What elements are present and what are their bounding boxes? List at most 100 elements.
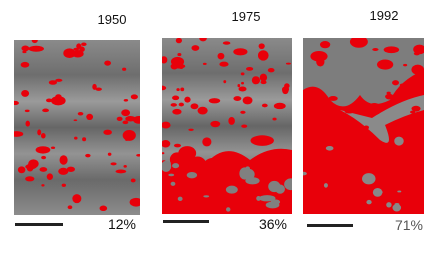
cover-patch [411, 106, 420, 112]
cover-patch [259, 43, 265, 49]
cover-patch [79, 47, 85, 52]
cover-patch [184, 97, 190, 103]
cover-patch [282, 149, 287, 153]
cover-patch [32, 37, 38, 43]
cover-patch [158, 205, 168, 211]
year-label: 1992 [370, 8, 399, 23]
cover-patch [403, 83, 411, 93]
cover-patch [173, 64, 185, 69]
cover-patch [25, 176, 34, 181]
cover-patch [233, 48, 247, 55]
cover-patch [199, 35, 207, 41]
cover-patch [192, 198, 211, 212]
cover-patch [387, 92, 391, 95]
cover-patch [209, 98, 221, 103]
cover-patch [172, 96, 179, 101]
cover-patch [241, 125, 247, 128]
scale-bar [307, 224, 353, 227]
cover-patch [254, 159, 271, 167]
cover-patch [194, 210, 199, 213]
map-1950 [14, 40, 140, 215]
cover-patch [386, 202, 391, 207]
cover-patch [174, 144, 181, 148]
cover-patch [203, 195, 209, 197]
cover-patch [103, 130, 112, 135]
cover-patch [209, 173, 226, 180]
cover-patch [239, 87, 247, 92]
cover-patch [41, 184, 44, 186]
cover-patch [104, 60, 111, 65]
cover-patch [191, 45, 199, 51]
cover-patch [81, 42, 87, 46]
cover-patch [176, 88, 179, 91]
cover-patch [82, 137, 86, 141]
cover-patch [131, 94, 138, 99]
percent-label: 36% [259, 216, 287, 232]
scale-bars [15, 220, 353, 227]
cover-patch [230, 155, 236, 160]
cover-patch [18, 166, 26, 173]
cover-patch [169, 196, 185, 203]
cover-patch [130, 198, 143, 207]
cover-patch [21, 46, 29, 52]
cover-patch [364, 125, 369, 129]
cover-patch [256, 196, 261, 201]
cover-patch [121, 109, 130, 116]
cover-patch [262, 104, 268, 108]
cover-patch [41, 133, 46, 138]
cover-patch [266, 202, 280, 209]
cover-patch [384, 46, 400, 53]
cover-patch [11, 101, 19, 105]
cover-patch [394, 203, 399, 206]
cover-patch [202, 137, 211, 146]
cover-patch [252, 76, 260, 84]
cover-patch [47, 173, 53, 180]
cover-patch [51, 96, 66, 105]
cover-patch [180, 88, 184, 92]
cover-patch [125, 116, 135, 121]
cover-patch [58, 168, 68, 175]
cover-patch [25, 110, 30, 112]
cover-patch [366, 200, 371, 204]
cover-patch [284, 83, 290, 88]
cover-patch [288, 175, 293, 179]
cover-patch [21, 90, 29, 97]
cover-patch [117, 117, 123, 121]
cover-patch [357, 38, 365, 43]
cover-patch [26, 121, 30, 127]
cover-patch [108, 153, 112, 156]
cover-patch [72, 194, 81, 203]
cover-patch [62, 184, 66, 187]
cover-patch [179, 103, 184, 107]
cover-patch [85, 154, 90, 157]
cover-patch [100, 206, 108, 212]
cover-patch [115, 169, 126, 173]
cover-patch [218, 53, 225, 60]
cover-patch [403, 64, 407, 66]
cover-patch [246, 67, 253, 71]
cover-patch [243, 96, 253, 104]
cover-patch [171, 103, 177, 107]
cover-patch [210, 121, 220, 127]
cover-patch [324, 183, 328, 188]
cover-patch [373, 188, 383, 197]
cover-patch [268, 68, 275, 72]
cover-patch [74, 119, 78, 121]
cover-patch [21, 62, 30, 68]
cover-patch [49, 80, 57, 85]
cover-patch [60, 155, 68, 165]
cover-patch [178, 197, 183, 201]
cover-patch [286, 63, 291, 65]
cover-patch [42, 109, 49, 113]
cover-patch [245, 177, 259, 184]
page: Land cover change html, body { margin: 0… [0, 0, 424, 262]
cover-patch [162, 212, 165, 215]
cover-patch [310, 51, 327, 62]
cover-patch [328, 96, 337, 101]
cover-patch [111, 162, 117, 165]
cover-patch [223, 41, 230, 44]
cover-patch [25, 164, 36, 169]
cover-patch [63, 48, 75, 58]
cover-patch [171, 182, 176, 186]
cover-patch [203, 63, 207, 65]
